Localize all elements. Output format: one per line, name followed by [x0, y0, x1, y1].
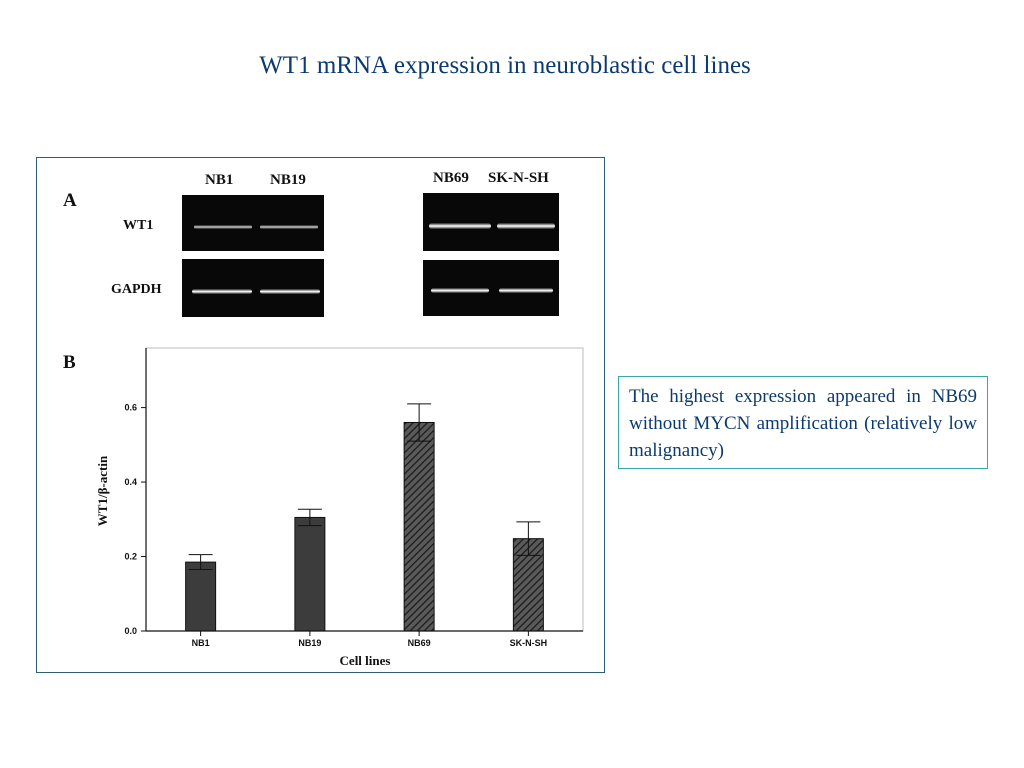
plot-area	[145, 347, 584, 632]
bar-nb69	[403, 421, 435, 632]
x-axis-title: Cell lines	[340, 653, 391, 668]
y-tick-label: 0.0	[124, 626, 137, 636]
lane-label-nb19: NB19	[270, 172, 306, 188]
gel-band	[429, 223, 491, 229]
bar-nb19	[294, 516, 326, 632]
gel-gapdh-left	[182, 259, 324, 317]
gel-wt1-right	[423, 193, 559, 251]
bar-chart: 0.0 0.2 0.4 0.6 NB1 NB19 NB69 SK-N-SH WT1/β-ac…	[95, 347, 584, 668]
gel-band	[497, 223, 555, 229]
gel-band	[260, 225, 318, 229]
gel-band	[260, 289, 320, 294]
gel-band	[499, 288, 553, 293]
row-label-wt1: WT1	[123, 218, 154, 233]
x-tick-label: NB69	[408, 638, 431, 648]
y-tick-label: 0.4	[124, 477, 137, 487]
x-tick-label: NB19	[298, 638, 321, 648]
slide-title: WT1 mRNA expression in neuroblastic cell…	[259, 52, 751, 79]
bar-nb1	[185, 561, 217, 632]
figure-frame: A NB1 NB19 NB69 SK-N-SH WT1 GAPDH B 0.0 0…	[36, 157, 605, 673]
x-tick-label: SK-N-SH	[510, 638, 548, 648]
gel-gapdh-right	[423, 260, 559, 316]
note-box: The highest expression appeared in NB69 …	[618, 376, 988, 469]
gel-band	[431, 288, 489, 293]
row-label-gapdh: GAPDH	[111, 282, 162, 297]
lane-label-sk-n-sh: SK-N-SH	[488, 170, 549, 186]
y-axis-title: WT1/β-actin	[95, 455, 110, 526]
lane-label-nb1: NB1	[205, 172, 234, 188]
x-tick-label: NB1	[192, 638, 210, 648]
panel-b-letter: B	[63, 352, 76, 373]
lane-label-nb69: NB69	[433, 170, 469, 186]
y-tick-label: 0.6	[124, 403, 137, 413]
y-tick-label: 0.2	[124, 552, 137, 562]
panel-a-letter: A	[63, 190, 77, 211]
gel-wt1-left	[182, 195, 324, 251]
gel-band	[192, 289, 252, 294]
gel-band	[194, 225, 252, 229]
